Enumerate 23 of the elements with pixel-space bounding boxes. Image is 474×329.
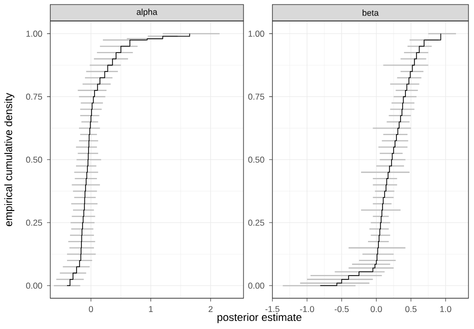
- y-tick-label: 1.00: [248, 30, 264, 37]
- x-tick-label: -1.0: [300, 306, 314, 312]
- x-tick-label: 0.5: [405, 306, 417, 312]
- x-tick-label: 2: [208, 306, 213, 312]
- y-tick-label: 0.75: [26, 94, 42, 100]
- y-tick-label: 0.00: [248, 282, 264, 289]
- y-axis-title: empirical cumulative density: [4, 92, 14, 226]
- x-tick-label: 1: [149, 306, 153, 312]
- y-tick-label: 1.00: [26, 30, 42, 37]
- x-tick-label: 0: [88, 306, 94, 312]
- x-tick-label: -1.5: [265, 306, 280, 312]
- x-tick-label: 0.0: [370, 306, 382, 312]
- chart-title: alpha: [136, 8, 158, 17]
- y-tick-label: 0.25: [26, 220, 42, 226]
- x-axis-title: posterior estimate: [218, 313, 302, 324]
- y-tick-label: 0.00: [26, 282, 42, 289]
- x-tick-label: -0.5: [334, 306, 349, 312]
- x-tick-label: 1.0: [440, 306, 452, 312]
- y-tick-label: 0.50: [248, 156, 264, 163]
- y-tick-label: 0.75: [248, 94, 264, 100]
- y-tick-label: 0.50: [26, 156, 42, 163]
- chart-title: beta: [362, 10, 379, 16]
- y-tick-label: 0.25: [248, 220, 264, 226]
